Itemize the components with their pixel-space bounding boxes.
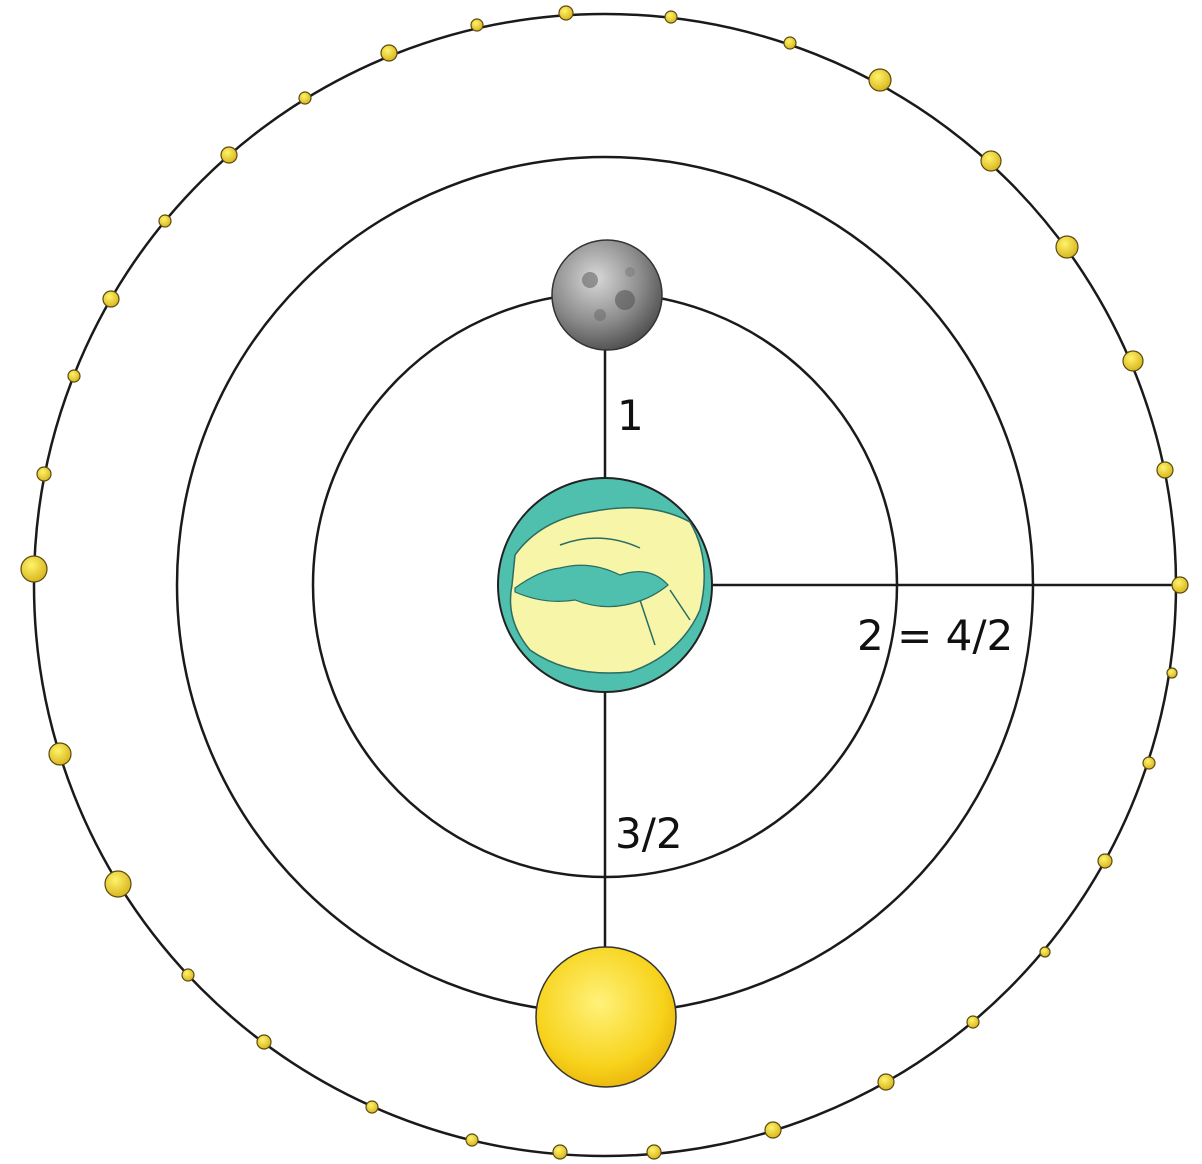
star: [298, 91, 312, 105]
star: [67, 369, 81, 383]
star: [158, 214, 172, 228]
star: [470, 18, 484, 32]
star: [1039, 946, 1051, 958]
star: [552, 1144, 568, 1160]
star: [980, 150, 1002, 172]
star: [104, 870, 132, 898]
star: [1122, 350, 1144, 372]
star: [783, 36, 797, 50]
star: [465, 1133, 479, 1147]
star: [1142, 756, 1156, 770]
star: [380, 44, 398, 62]
star: [181, 968, 195, 982]
star: [1156, 461, 1174, 479]
star: [764, 1121, 782, 1139]
star: [646, 1144, 662, 1160]
star: [256, 1034, 272, 1050]
star: [1166, 667, 1178, 679]
star: [20, 555, 48, 583]
sun-distance-label: 3/2: [615, 809, 683, 858]
stars: [20, 5, 1189, 1160]
moon-distance-label: 1: [617, 391, 644, 440]
star: [365, 1100, 379, 1114]
star: [966, 1015, 980, 1029]
moon: [551, 239, 663, 351]
star: [877, 1073, 895, 1091]
star: [1097, 853, 1113, 869]
star: [48, 742, 72, 766]
star: [36, 466, 52, 482]
star: [220, 146, 238, 164]
stars-distance-label: 2 = 4/2: [857, 611, 1013, 660]
star: [102, 290, 120, 308]
star: [868, 68, 892, 92]
star: [558, 5, 574, 21]
earth: [497, 477, 713, 693]
star: [664, 10, 678, 24]
star: [1171, 576, 1189, 594]
star: [1055, 235, 1079, 259]
sun: [535, 946, 677, 1088]
